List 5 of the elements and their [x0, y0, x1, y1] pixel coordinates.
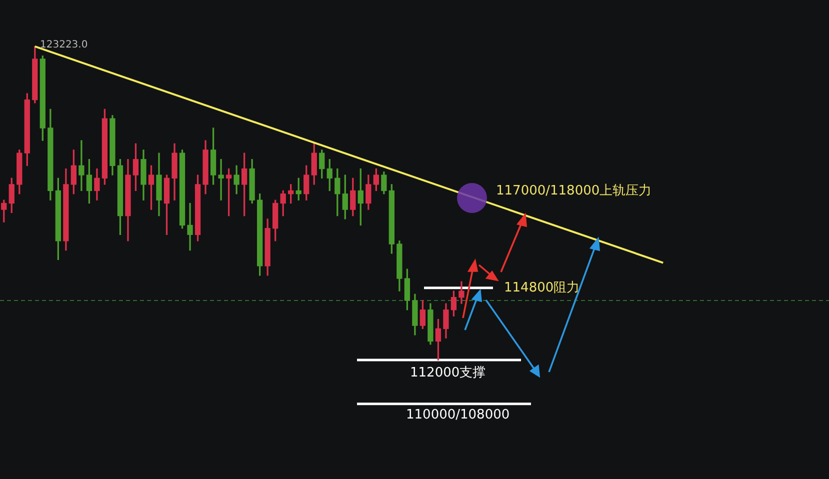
annotation: 114800阻力	[504, 280, 580, 296]
annotation: 117000/118000上轨压力	[496, 183, 652, 198]
text: 112000支撑	[410, 365, 486, 380]
annotation: 123223.0	[40, 40, 88, 51]
text: 110000/108000	[406, 407, 510, 422]
